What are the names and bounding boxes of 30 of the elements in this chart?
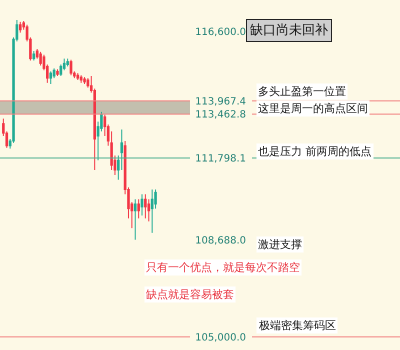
text: 也是压力 前两周的低点 <box>258 145 372 158</box>
y-tick-label: 111,798.1 <box>195 153 246 164</box>
candlestick <box>134 198 137 240</box>
candlestick <box>86 78 90 88</box>
annotation: 缺点就是容易被套 <box>146 288 234 301</box>
candlestick <box>150 188 154 234</box>
candlestick <box>83 76 86 84</box>
candlestick <box>80 74 82 84</box>
annotation: 只有一个优点，就是每次不踏空 <box>146 261 300 274</box>
y-tick-label: 113,967.4 <box>195 96 246 108</box>
text: 激进支撑 <box>258 238 302 251</box>
candlestick <box>137 198 140 219</box>
candlestick <box>66 58 69 67</box>
text: 缺口尚未回补 <box>250 23 328 38</box>
y-tick-label: 108,688.0 <box>195 235 246 246</box>
y-tick-label: 113,462.8 <box>195 110 246 121</box>
candlestick <box>140 194 144 216</box>
candlestick <box>56 68 59 77</box>
candlestick <box>49 70 52 84</box>
text: 这里是周一的高点区间 <box>258 102 368 115</box>
candlestick <box>18 21 22 34</box>
candlestick <box>70 59 72 76</box>
candlestick <box>32 50 36 62</box>
candlestick <box>39 51 42 66</box>
y-tick-label: 116,600.0 <box>195 27 246 38</box>
y-tick-label: 105,000.0 <box>195 332 246 344</box>
text: 多头止盈第一位置 <box>258 85 346 98</box>
text: 极端密集筹码区 <box>258 319 336 332</box>
candlestick <box>144 194 147 219</box>
candlestick <box>76 72 80 80</box>
